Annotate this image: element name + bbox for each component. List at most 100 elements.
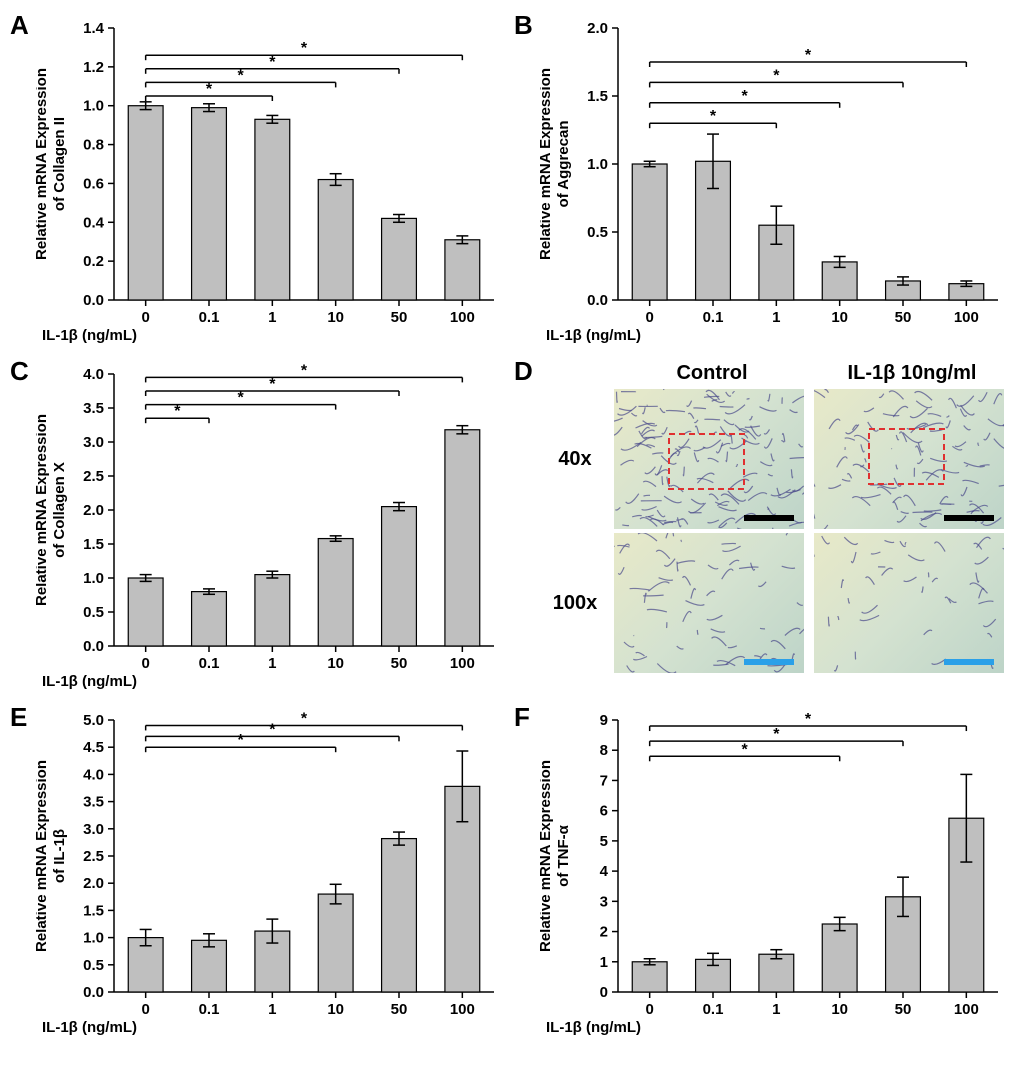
panel-label-F: F bbox=[514, 702, 530, 733]
svg-text:IL-1β (ng/mL): IL-1β (ng/mL) bbox=[42, 327, 137, 344]
svg-text:*: * bbox=[206, 81, 213, 98]
svg-text:2.0: 2.0 bbox=[83, 875, 104, 892]
svg-text:2.0: 2.0 bbox=[587, 20, 608, 37]
svg-text:1: 1 bbox=[772, 1001, 780, 1018]
svg-text:100: 100 bbox=[450, 309, 475, 326]
svg-text:of TNF-α: of TNF-α bbox=[555, 824, 572, 886]
svg-text:1.5: 1.5 bbox=[83, 536, 104, 553]
svg-text:0: 0 bbox=[645, 309, 653, 326]
svg-text:4.0: 4.0 bbox=[83, 766, 104, 783]
svg-text:of Collagen II: of Collagen II bbox=[51, 117, 68, 211]
svg-text:Relative mRNA Expression: Relative mRNA Expression bbox=[540, 760, 554, 952]
panel-label-E: E bbox=[10, 702, 27, 733]
panel-label-C: C bbox=[10, 356, 29, 387]
svg-text:3.5: 3.5 bbox=[83, 794, 104, 811]
svg-text:of IL-1β: of IL-1β bbox=[51, 829, 68, 883]
panel-D-content: ControlIL-1β 10ng/ml40x100x bbox=[540, 362, 1010, 673]
panel-label-B: B bbox=[514, 10, 533, 41]
svg-text:0: 0 bbox=[645, 1001, 653, 1018]
svg-text:6: 6 bbox=[600, 803, 608, 820]
svg-text:0.5: 0.5 bbox=[83, 957, 104, 974]
chart-A: 0.00.20.40.60.81.01.21.400.111050100****… bbox=[36, 18, 506, 348]
micrograph-100x-il1b bbox=[814, 533, 1004, 673]
svg-text:*: * bbox=[238, 732, 245, 749]
panel-F: F 012345678900.111050100***Relative mRNA… bbox=[514, 702, 1010, 1040]
svg-text:1.0: 1.0 bbox=[83, 570, 104, 587]
svg-text:*: * bbox=[238, 67, 245, 84]
d-row-label-1: 100x bbox=[540, 592, 610, 615]
panel-B: B 0.00.51.01.52.000.111050100****Relativ… bbox=[514, 10, 1010, 348]
svg-text:7: 7 bbox=[600, 772, 608, 789]
svg-text:IL-1β (ng/mL): IL-1β (ng/mL) bbox=[546, 327, 641, 344]
svg-text:1.5: 1.5 bbox=[587, 88, 608, 105]
svg-text:IL-1β (ng/mL): IL-1β (ng/mL) bbox=[42, 1019, 137, 1036]
svg-text:0.1: 0.1 bbox=[703, 309, 724, 326]
svg-text:*: * bbox=[742, 741, 749, 758]
svg-text:1: 1 bbox=[772, 309, 780, 326]
svg-text:0.5: 0.5 bbox=[587, 224, 608, 241]
svg-text:*: * bbox=[238, 390, 245, 407]
svg-text:0.1: 0.1 bbox=[703, 1001, 724, 1018]
svg-text:1.0: 1.0 bbox=[83, 98, 104, 115]
svg-text:50: 50 bbox=[895, 1001, 912, 1018]
chart-svg-E: 0.00.51.01.52.02.53.03.54.04.55.000.1110… bbox=[36, 710, 506, 1040]
svg-text:10: 10 bbox=[327, 655, 344, 672]
svg-text:2.0: 2.0 bbox=[83, 502, 104, 519]
svg-text:*: * bbox=[805, 47, 812, 64]
micrograph-40x-il1b bbox=[814, 389, 1004, 529]
svg-text:0.5: 0.5 bbox=[83, 604, 104, 621]
svg-text:0.1: 0.1 bbox=[199, 1001, 220, 1018]
svg-text:*: * bbox=[174, 403, 181, 420]
svg-text:50: 50 bbox=[391, 1001, 408, 1018]
svg-text:0.6: 0.6 bbox=[83, 175, 104, 192]
svg-text:1.0: 1.0 bbox=[587, 156, 608, 173]
svg-text:50: 50 bbox=[895, 309, 912, 326]
svg-text:4.5: 4.5 bbox=[83, 739, 104, 756]
svg-text:1: 1 bbox=[268, 655, 276, 672]
panel-label-D: D bbox=[514, 356, 533, 387]
svg-text:3: 3 bbox=[600, 893, 608, 910]
svg-text:3.5: 3.5 bbox=[83, 400, 104, 417]
svg-text:*: * bbox=[805, 711, 812, 728]
svg-text:*: * bbox=[269, 721, 276, 738]
svg-text:of Aggrecan: of Aggrecan bbox=[555, 121, 572, 208]
svg-text:0: 0 bbox=[141, 309, 149, 326]
svg-text:2.5: 2.5 bbox=[83, 468, 104, 485]
svg-text:2.5: 2.5 bbox=[83, 848, 104, 865]
svg-text:*: * bbox=[301, 710, 308, 727]
chart-svg-F: 012345678900.111050100***Relative mRNA E… bbox=[540, 710, 1010, 1040]
chart-B: 0.00.51.01.52.000.111050100****Relative … bbox=[540, 18, 1010, 348]
svg-text:1: 1 bbox=[268, 1001, 276, 1018]
svg-text:IL-1β (ng/mL): IL-1β (ng/mL) bbox=[546, 1019, 641, 1036]
svg-text:50: 50 bbox=[391, 655, 408, 672]
svg-text:0: 0 bbox=[141, 1001, 149, 1018]
svg-text:0.1: 0.1 bbox=[199, 655, 220, 672]
svg-text:4: 4 bbox=[600, 863, 609, 880]
svg-text:1.5: 1.5 bbox=[83, 902, 104, 919]
svg-text:0.2: 0.2 bbox=[83, 253, 104, 270]
svg-text:*: * bbox=[301, 364, 308, 379]
svg-text:4.0: 4.0 bbox=[83, 366, 104, 383]
panel-label-A: A bbox=[10, 10, 29, 41]
svg-text:2: 2 bbox=[600, 924, 608, 941]
panel-C: C 0.00.51.01.52.02.53.03.54.000.11105010… bbox=[10, 356, 506, 694]
svg-text:1: 1 bbox=[268, 309, 276, 326]
chart-E: 0.00.51.01.52.02.53.03.54.04.55.000.1110… bbox=[36, 710, 506, 1040]
svg-text:10: 10 bbox=[831, 1001, 848, 1018]
svg-text:1.2: 1.2 bbox=[83, 59, 104, 76]
chart-svg-A: 0.00.20.40.60.81.01.21.400.111050100****… bbox=[36, 18, 506, 348]
svg-text:100: 100 bbox=[954, 1001, 979, 1018]
svg-text:10: 10 bbox=[831, 309, 848, 326]
svg-text:0.1: 0.1 bbox=[199, 309, 220, 326]
svg-text:0.0: 0.0 bbox=[83, 292, 104, 309]
svg-text:Relative mRNA Expression: Relative mRNA Expression bbox=[36, 414, 50, 606]
chart-svg-C: 0.00.51.01.52.02.53.03.54.000.111050100*… bbox=[36, 364, 506, 694]
d-col-header-0: Control bbox=[614, 362, 810, 385]
svg-text:*: * bbox=[269, 54, 276, 71]
svg-text:IL-1β (ng/mL): IL-1β (ng/mL) bbox=[42, 673, 137, 690]
svg-text:8: 8 bbox=[600, 742, 608, 759]
chart-F: 012345678900.111050100***Relative mRNA E… bbox=[540, 710, 1010, 1040]
svg-text:100: 100 bbox=[450, 655, 475, 672]
svg-text:Relative mRNA Expression: Relative mRNA Expression bbox=[36, 760, 50, 952]
svg-text:1.0: 1.0 bbox=[83, 930, 104, 947]
